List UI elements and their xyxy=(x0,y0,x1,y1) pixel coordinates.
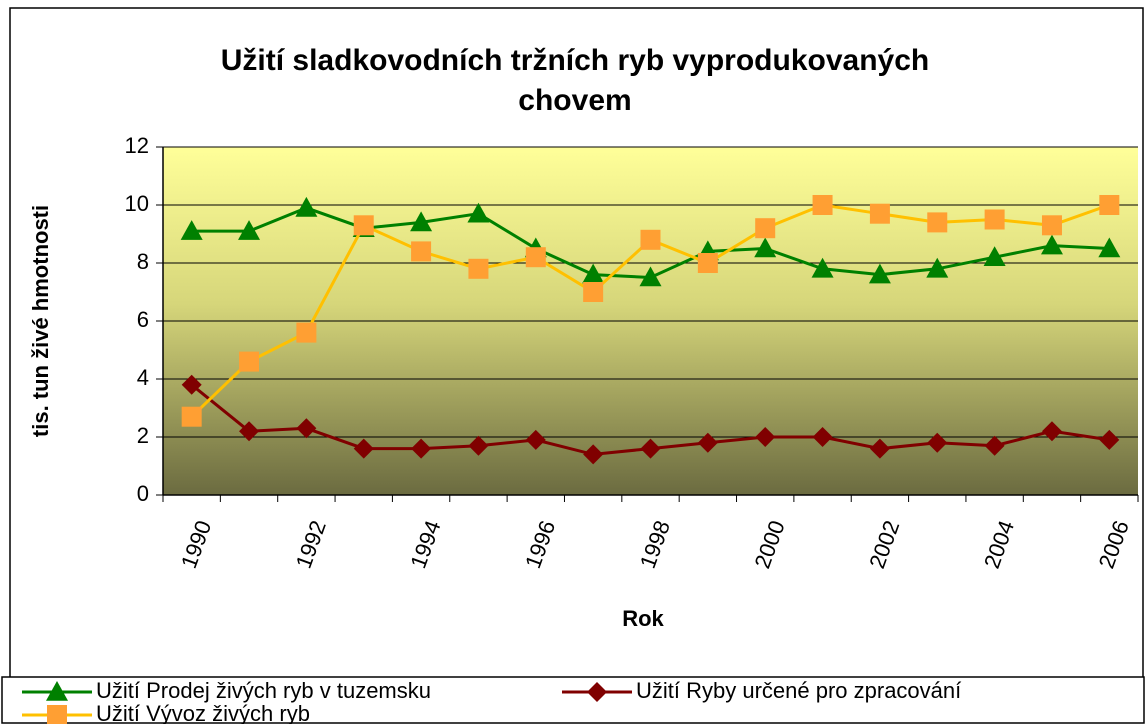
data-point xyxy=(755,427,776,447)
data-point xyxy=(525,429,546,450)
legend-box xyxy=(1,676,1145,724)
data-point xyxy=(1099,429,1120,450)
data-point xyxy=(411,438,432,459)
data-point xyxy=(1040,234,1063,255)
data-point xyxy=(984,209,1005,230)
data-point xyxy=(353,215,374,236)
data-point xyxy=(755,218,776,239)
legend-marker xyxy=(46,681,68,701)
legend-marker xyxy=(47,705,67,724)
data-point xyxy=(238,220,261,240)
y-tick-label: 6 xyxy=(137,307,149,332)
data-point xyxy=(411,241,432,262)
y-tick-label: 12 xyxy=(125,133,149,158)
data-point xyxy=(868,263,891,284)
y-axis-label: tis. tun živé hmotnosti xyxy=(28,205,53,437)
data-point xyxy=(927,212,948,233)
data-point xyxy=(812,195,833,215)
data-point xyxy=(639,266,662,287)
legend-label: Užití Ryby určené pro zpracování xyxy=(636,678,961,703)
data-point xyxy=(468,435,489,456)
chart-title: Užití sladkovodních tržních ryb vyproduk… xyxy=(221,44,929,77)
data-point xyxy=(239,421,260,442)
legend-label: Užití Vývoz živých ryb xyxy=(96,701,310,724)
data-point xyxy=(181,406,202,427)
chart-title: chovem xyxy=(518,84,631,117)
legend-label: Užití Prodej živých ryb v tuzemsku xyxy=(96,678,431,703)
legend-marker xyxy=(587,682,607,702)
data-point xyxy=(812,427,833,447)
data-point xyxy=(640,229,661,250)
data-point xyxy=(467,202,490,223)
data-point xyxy=(296,322,317,343)
data-point xyxy=(697,432,718,453)
data-point xyxy=(239,351,260,372)
data-point xyxy=(927,432,948,453)
data-point xyxy=(697,253,718,273)
data-point xyxy=(640,438,661,459)
data-point xyxy=(295,196,318,217)
data-point xyxy=(1098,237,1121,258)
data-point xyxy=(180,220,203,240)
data-point xyxy=(296,418,317,439)
data-point xyxy=(983,246,1006,266)
data-point xyxy=(1041,215,1062,236)
data-point xyxy=(869,438,890,459)
data-point xyxy=(583,444,604,465)
data-point xyxy=(525,247,546,268)
data-point xyxy=(984,435,1005,456)
data-point xyxy=(583,282,604,302)
data-point xyxy=(811,257,834,278)
y-tick-label: 0 xyxy=(137,481,149,506)
x-axis-label: Rok xyxy=(622,606,664,631)
y-tick-label: 4 xyxy=(137,365,149,390)
data-point xyxy=(353,438,374,459)
data-point xyxy=(468,258,489,279)
data-point xyxy=(754,237,777,258)
data-point xyxy=(582,263,605,284)
y-tick-label: 2 xyxy=(137,423,149,448)
data-point xyxy=(181,374,202,395)
data-point xyxy=(926,257,949,278)
y-tick-label: 8 xyxy=(137,249,149,274)
data-point xyxy=(1041,421,1062,442)
data-point xyxy=(410,211,433,232)
data-point xyxy=(869,203,890,224)
data-point xyxy=(1099,195,1120,215)
y-tick-label: 10 xyxy=(125,191,149,216)
